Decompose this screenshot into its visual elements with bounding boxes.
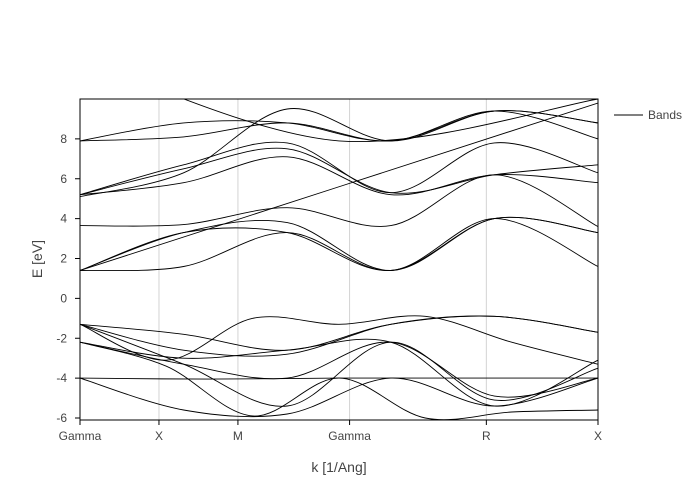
band-line-7 (80, 315, 598, 365)
y-tick-label: 8 (60, 132, 67, 146)
x-axis: Gamma X M Gamma R X (59, 420, 602, 443)
band-line-15 (80, 147, 598, 196)
x-tick-label: Gamma (59, 429, 102, 443)
band-line-16 (80, 141, 598, 196)
y-tick-label: -4 (56, 371, 67, 385)
band-line-20 (80, 102, 598, 271)
band-line-21 (182, 99, 598, 143)
y-tick-label: -2 (56, 331, 67, 345)
x-tick-label: R (482, 429, 491, 443)
legend-label-bands: Bands (648, 108, 682, 122)
band-line-11 (80, 216, 598, 271)
band-line-13 (80, 174, 598, 228)
band-line-2 (80, 377, 598, 418)
band-line-12 (80, 216, 598, 271)
band-line-5 (80, 341, 598, 420)
band-line-19 (80, 110, 598, 142)
band-line-14 (80, 156, 598, 196)
band-line-8 (80, 315, 598, 357)
band-line-4 (80, 338, 598, 407)
plot-frame (79, 98, 599, 421)
band-line-17 (80, 108, 598, 198)
band-line-10 (80, 218, 598, 272)
y-tick-label: 0 (60, 291, 67, 305)
legend[interactable]: Bands (614, 108, 682, 122)
x-tick-label: M (233, 429, 243, 443)
band-lines (80, 99, 598, 420)
y-axis: -6 -4 -2 0 2 4 6 8 (56, 132, 80, 425)
y-tick-label: 2 (60, 252, 67, 266)
y-tick-label: 4 (60, 212, 67, 226)
y-axis-label: E [eV] (29, 240, 45, 278)
x-tick-label: Gamma (328, 429, 371, 443)
y-tick-label: 6 (60, 172, 67, 186)
band-line-3 (80, 341, 598, 398)
band-line-9 (80, 323, 598, 407)
band-line-18 (80, 110, 598, 142)
x-tick-label: X (155, 429, 163, 443)
y-tick-label: -6 (56, 411, 67, 425)
x-axis-label: k [1/Ang] (311, 459, 366, 475)
x-tick-label: X (594, 429, 602, 443)
